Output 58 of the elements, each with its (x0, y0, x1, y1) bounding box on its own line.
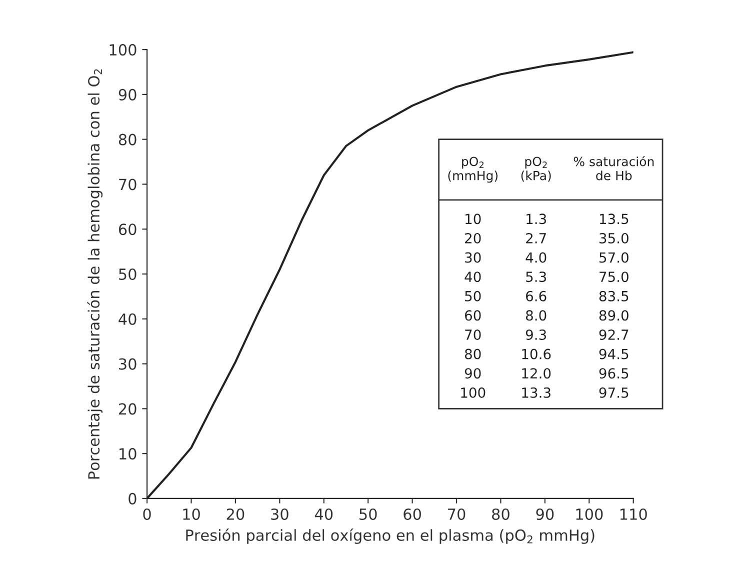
annotation: 94.5 (599, 348, 628, 360)
annotation: pO$_{2}$ (kPa) (521, 156, 551, 182)
annotation: 10.6 (522, 348, 551, 360)
annotation: 80 (464, 348, 481, 360)
y-tick-label: 60 (118, 224, 136, 236)
y-tick-label: 10 (120, 448, 136, 460)
annotation: 90 (464, 368, 481, 379)
x-tick-label: 40 (314, 508, 333, 520)
annotation: 6.6 (526, 290, 546, 302)
x-axis-title: Presión parcial del oxígeno en el plasma (pO$_{2}$ mmHg) (186, 528, 594, 544)
y-tick-label: 50 (119, 268, 136, 280)
annotation: 60 (465, 310, 481, 321)
annotation: 13.5 (600, 214, 628, 224)
x-tick-label: 110 (620, 508, 647, 520)
y-tick-label: 90 (118, 88, 136, 100)
x-tick-label: 80 (492, 508, 510, 520)
annotation: 4.0 (526, 252, 546, 263)
annotation: 35.0 (600, 232, 628, 244)
annotation: 2.7 (526, 232, 546, 244)
annotation: % saturación de Hb (574, 156, 654, 180)
y-tick-label: 70 (119, 178, 136, 190)
x-tick-label: 0 (143, 508, 151, 520)
y-tick-label: 20 (118, 403, 136, 415)
y-tick-label: 0 (128, 492, 136, 504)
x-tick-label: 60 (404, 508, 422, 520)
annotation: 5.3 (526, 272, 546, 282)
annotation: 20 (465, 232, 481, 244)
x-tick-label: 30 (271, 508, 288, 520)
x-tick-label: 90 (536, 508, 554, 520)
annotation: 30 (465, 252, 481, 263)
y-tick-label: 100 (110, 44, 136, 56)
annotation: 50 (465, 290, 481, 302)
annotation: 96.5 (599, 368, 628, 379)
annotation: 40 (464, 272, 481, 282)
y-tick-label: 30 (119, 358, 136, 370)
y-tick-label: 80 (118, 134, 136, 146)
annotation: 92.7 (599, 329, 628, 340)
annotation: 8.0 (526, 310, 546, 321)
y-axis-title: Porcentaje de saturación de la hemoglobina con el O$_{2}$ (87, 69, 103, 479)
annotation: 70 (465, 329, 481, 340)
x-tick-label: 70 (448, 508, 466, 520)
annotation: 10 (466, 214, 481, 224)
annotation: 83.5 (599, 290, 628, 302)
annotation: 12.0 (522, 368, 551, 379)
x-tick-label: 20 (226, 508, 244, 520)
annotation: 57.0 (600, 252, 628, 263)
annotation: 89.0 (599, 310, 628, 321)
annotation: 9.3 (526, 329, 546, 340)
annotation: pO$_{2}$ (mmHg) (448, 156, 498, 183)
annotation: 100 (461, 387, 486, 398)
x-tick-label: 10 (183, 508, 200, 520)
x-tick-label: 100 (576, 508, 603, 520)
x-tick-label: 50 (360, 508, 377, 520)
annotation: 1.3 (526, 214, 546, 224)
annotation: 13.3 (522, 387, 550, 398)
annotation: 97.5 (599, 387, 628, 398)
y-tick-label: 40 (118, 313, 136, 325)
annotation: 75.0 (600, 272, 628, 282)
